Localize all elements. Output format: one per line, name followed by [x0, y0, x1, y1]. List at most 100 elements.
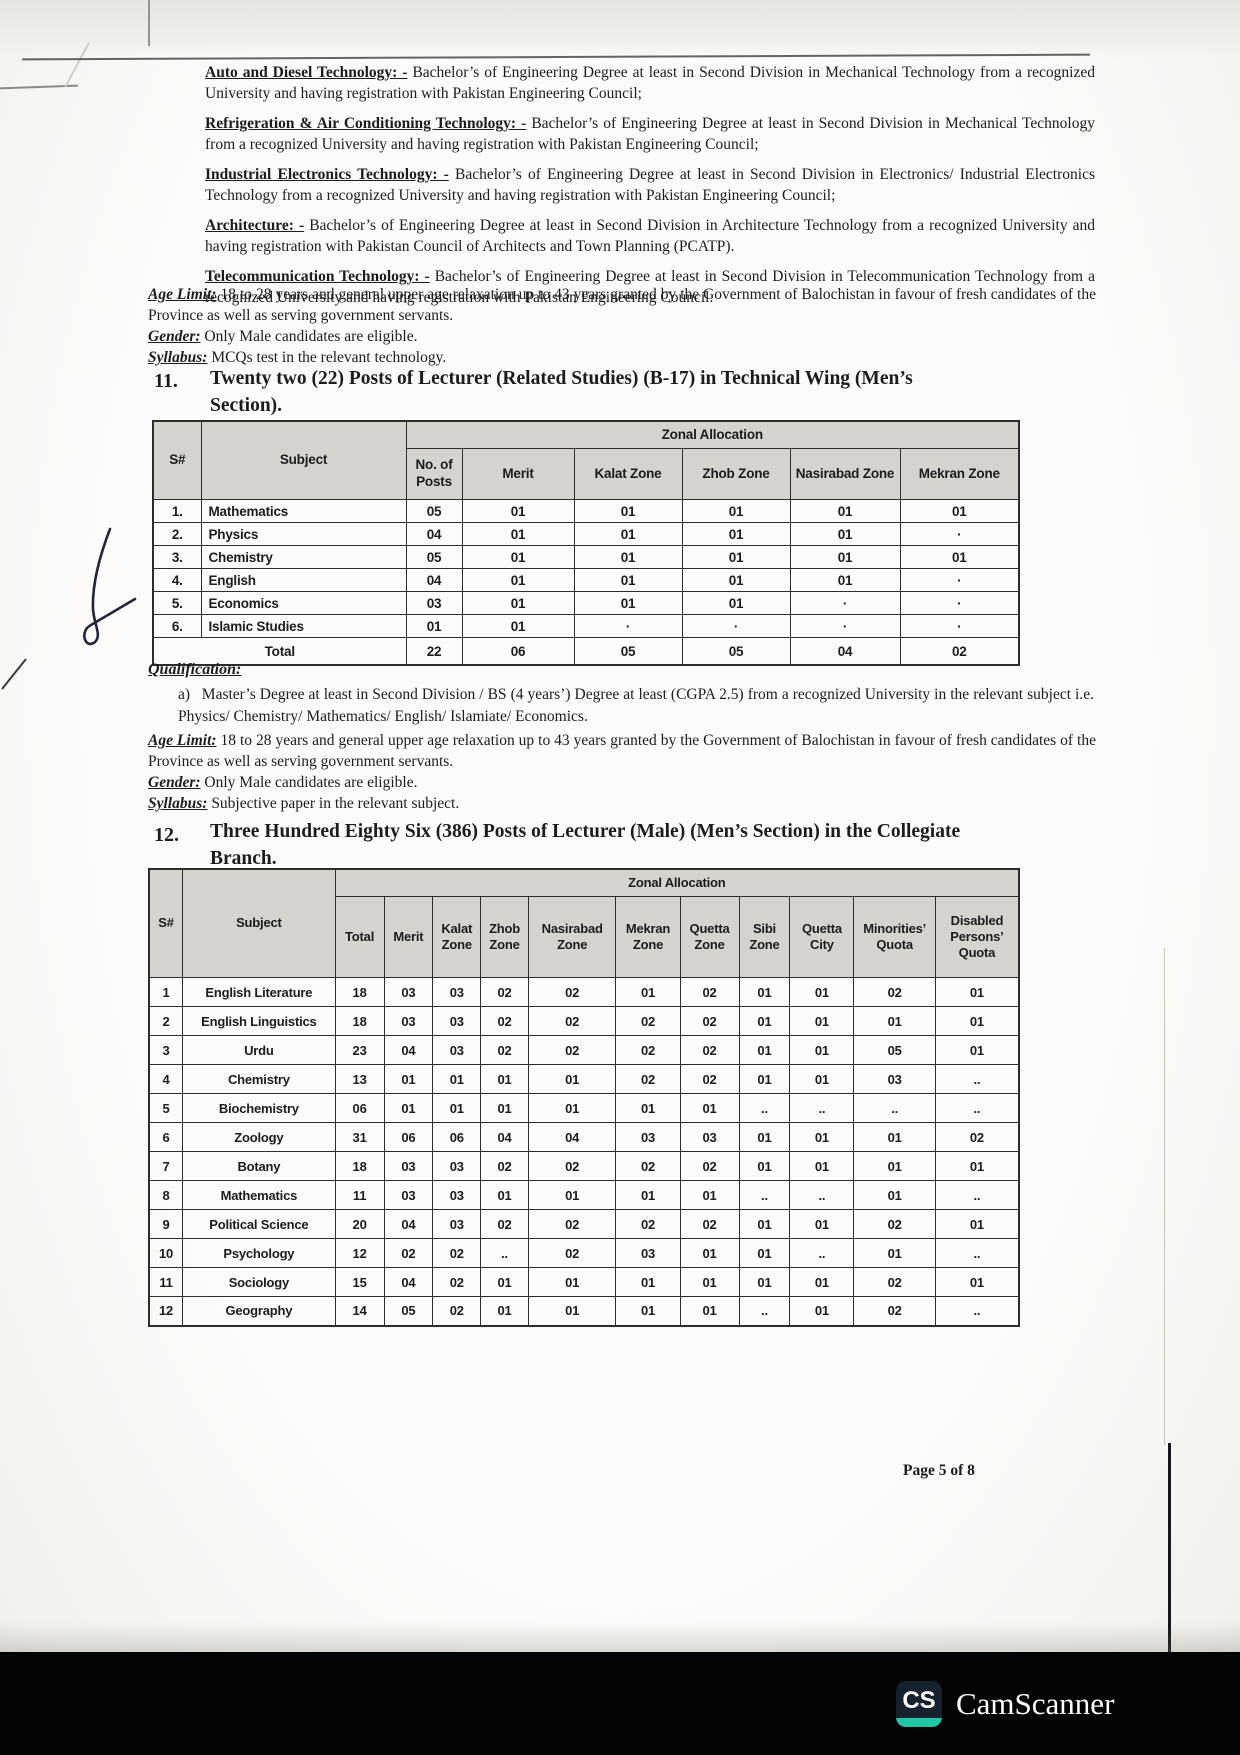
cell-value: 01	[679, 1180, 740, 1210]
page-number: Page 5 of 8	[903, 1462, 975, 1479]
table-row: 10 Psychology 12 02 02 .. 02 03 01 01 ..…	[148, 1238, 1020, 1268]
cell-value: 02	[432, 1267, 482, 1297]
cell-value: 01	[573, 499, 683, 523]
cell-value: ..	[934, 1296, 1020, 1326]
cell-value: ..	[853, 1093, 936, 1123]
col-header-sibi: Sibi Zone	[738, 896, 791, 978]
cell-value: 18	[334, 1006, 385, 1036]
cell-value: ..	[789, 1238, 855, 1268]
age-limit-label: Age Limit:	[148, 286, 217, 303]
cell-value: 01	[573, 568, 683, 592]
total-label: Total	[152, 637, 407, 666]
scan-right-edge-dark	[1168, 1443, 1171, 1656]
cell-value: 01	[853, 1151, 936, 1181]
cell-value: 01	[789, 1122, 855, 1152]
col-header-kalat: Kalat Zone	[432, 896, 482, 978]
cell-value: 02	[615, 1035, 681, 1065]
cell-value: 01	[738, 1064, 791, 1094]
cell-value: 01	[527, 1180, 617, 1210]
cell-value: 20	[334, 1209, 385, 1239]
cell-value: 01	[853, 1180, 936, 1210]
pen-slash-mark	[1, 658, 27, 690]
section-11-number: 11.	[154, 370, 178, 392]
cell-subject: English Literature	[182, 977, 336, 1007]
cell-value: 01	[738, 1006, 791, 1036]
cell-serial: 9	[148, 1209, 184, 1239]
cell-value: 02	[934, 1122, 1020, 1152]
cell-value: 01	[679, 1238, 740, 1268]
cell-value: 01	[738, 1267, 791, 1297]
scan-top-band	[0, 0, 1240, 58]
age-limit-line: Age Limit: 18 to 28 years and general up…	[148, 730, 1096, 772]
gender-text: Only Male candidates are eligible.	[200, 328, 418, 345]
scan-right-edge-light	[1164, 948, 1165, 1445]
cell-value: 01	[383, 1064, 434, 1094]
table-row: 4 Chemistry 13 01 01 01 01 02 02 01 01 0…	[148, 1064, 1020, 1094]
cell-value: ..	[480, 1238, 529, 1268]
cell-value: 01	[615, 977, 681, 1007]
cell-value: ..	[789, 1093, 855, 1123]
cell-value: 02	[679, 1006, 740, 1036]
table-row: 8 Mathematics 11 03 03 01 01 01 01 .. ..…	[148, 1180, 1020, 1210]
cell-value: 31	[334, 1122, 385, 1152]
cell-value: 01	[461, 568, 575, 592]
total-value: 05	[681, 637, 791, 666]
cell-value: 01	[573, 545, 683, 569]
cell-value: 01	[615, 1296, 681, 1326]
col-header-zhob: Zhob Zone	[681, 448, 791, 500]
cell-value: 13	[334, 1064, 385, 1094]
cell-value: 02	[527, 1238, 617, 1268]
cell-value: 01	[789, 499, 901, 523]
table-row: 12 Geography 14 05 02 01 01 01 01 .. 01 …	[148, 1296, 1020, 1326]
cell-value: 03	[432, 1006, 482, 1036]
cell-value: 02	[679, 1209, 740, 1239]
total-value: 06	[461, 637, 575, 666]
table-row: 5 Biochemistry 06 01 01 01 01 01 01 .. .…	[148, 1093, 1020, 1123]
cell-value: 01	[934, 977, 1020, 1007]
cell-value: 02	[480, 1006, 529, 1036]
cell-value: 01	[461, 545, 575, 569]
cell-value: 03	[432, 1209, 482, 1239]
qualification-label: Qualification:	[148, 661, 242, 678]
zonal-allocation-header: Zonal Allocation	[334, 868, 1020, 897]
cell-value: 01	[681, 545, 791, 569]
age-limit-text: 18 to 28 years and general upper age rel…	[148, 286, 1096, 324]
cell-serial: 6.	[152, 614, 202, 638]
tech-term: Auto and Diesel Technology: -	[205, 64, 408, 81]
cell-value: 02	[853, 1296, 936, 1326]
cell-value: 01	[934, 1006, 1020, 1036]
cell-value: 01	[934, 1209, 1020, 1239]
tech-term: Refrigeration & Air Conditioning Technol…	[205, 115, 527, 132]
cell-value: 01	[681, 522, 791, 546]
cell-value: 01	[789, 522, 901, 546]
cell-value: 01	[527, 1296, 617, 1326]
cell-value: ·	[789, 614, 901, 638]
cell-value: 04	[383, 1035, 434, 1065]
table-row: 6 Zoology 31 06 06 04 04 03 03 01 01 01 …	[148, 1122, 1020, 1152]
cell-value: 02	[615, 1006, 681, 1036]
tech-term: Architecture: -	[205, 217, 305, 234]
cell-value: 04	[527, 1122, 617, 1152]
cell-value: 01	[480, 1064, 529, 1094]
cell-subject: Chemistry	[200, 545, 407, 569]
cell-value: 01	[461, 614, 575, 638]
cell-value: 02	[527, 1151, 617, 1181]
table-row: 1 English Literature 18 03 03 02 02 01 0…	[148, 977, 1020, 1007]
col-header-quetta-city: Quetta City	[789, 896, 855, 978]
cell-subject: Botany	[182, 1151, 336, 1181]
col-header-disabled: Disabled Persons’ Quota	[934, 896, 1020, 978]
gender-text: Only Male candidates are eligible.	[200, 774, 418, 791]
cell-value: 01	[679, 1296, 740, 1326]
cell-value: 03	[432, 1180, 482, 1210]
total-row: Total 22 06 05 05 04 02	[152, 637, 1020, 666]
cell-value: 01	[789, 1296, 855, 1326]
tech-text: Bachelor’s of Engineering Degree at leas…	[205, 166, 1095, 204]
tech-paragraph: Architecture: - Bachelor’s of Engineerin…	[205, 215, 1095, 257]
cell-value: 04	[383, 1267, 434, 1297]
cell-value: 02	[480, 1209, 529, 1239]
cell-serial: 12	[148, 1296, 184, 1326]
cell-value: 03	[405, 591, 463, 615]
col-header-nasirabad: Nasirabad Zone	[527, 896, 617, 978]
cell-value: 01	[480, 1180, 529, 1210]
